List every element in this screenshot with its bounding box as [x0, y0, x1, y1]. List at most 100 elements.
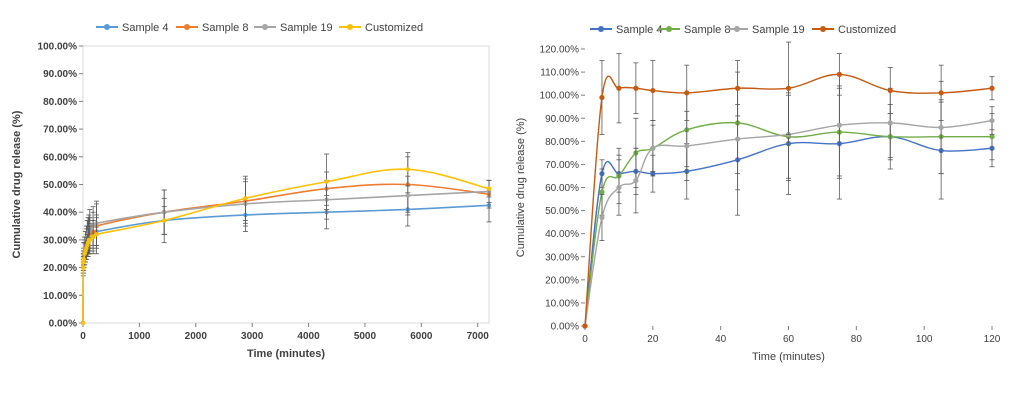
data-point: [486, 186, 492, 191]
data-point: [989, 117, 995, 124]
legend-label: Sample 19: [280, 22, 333, 34]
legend-label: Customized: [838, 24, 896, 36]
y-tick-label: 70.00%: [545, 160, 579, 171]
data-point: [938, 90, 944, 96]
y-tick-label: 10.00%: [43, 291, 77, 302]
legend: Sample 4 Sample 8 Sample 19 Customized: [590, 24, 896, 36]
y-tick-label: 20.00%: [545, 275, 579, 286]
data-point: [162, 218, 167, 223]
series-sample-19: [80, 175, 492, 326]
series-line: [82, 190, 490, 324]
data-point: [633, 177, 639, 184]
x-tick-label: 1000: [128, 331, 151, 342]
data-point: [633, 85, 639, 91]
x-tick-label: 20: [647, 334, 659, 345]
legend-label: Customized: [365, 22, 423, 34]
data-point: [887, 120, 893, 126]
data-point: [989, 134, 995, 140]
data-point: [650, 145, 656, 151]
x-axis-label: Time (minutes): [752, 351, 825, 363]
data-point: [324, 179, 329, 184]
data-point: [989, 85, 995, 91]
y-tick-label: 60.00%: [545, 183, 579, 194]
legend: Sample 4 Sample 8 Sample 19 Customized: [96, 22, 423, 34]
x-tick-label: 5000: [354, 331, 377, 342]
legend-swatch-marker: [598, 26, 604, 32]
y-axis-label: Cumulative drug release (%): [515, 118, 527, 257]
data-point: [90, 234, 96, 240]
data-point: [81, 257, 87, 262]
data-point: [599, 214, 605, 221]
data-point: [836, 122, 842, 128]
y-tick-label: 30.00%: [545, 252, 579, 263]
data-point: [650, 87, 656, 94]
data-point: [405, 193, 410, 198]
legend-swatch-marker: [184, 24, 190, 30]
y-tick-label: 40.00%: [43, 208, 77, 219]
legend-label: Sample 19: [752, 24, 805, 36]
legend-swatch-marker: [820, 26, 826, 32]
x-tick-label: 0: [80, 331, 86, 342]
legend-swatch-marker: [104, 24, 110, 30]
series-customized: [80, 152, 492, 326]
x-tick-label: 80: [851, 334, 863, 345]
data-point: [582, 323, 588, 329]
series-sample-8: [80, 156, 492, 326]
data-point: [599, 94, 605, 101]
x-tick-label: 3000: [241, 331, 264, 342]
legend-label: Sample 4: [122, 22, 168, 34]
y-tick-label: 40.00%: [545, 229, 579, 240]
x-axis-label: Time (minutes): [247, 348, 325, 360]
series-sample-4: [80, 188, 492, 326]
data-point: [684, 143, 690, 149]
legend-swatch-marker: [734, 26, 740, 32]
data-point: [599, 189, 605, 195]
data-point: [81, 265, 86, 270]
left-chart: 0.00% 10.00% 20.00% 30.00% 40.00% 50.00% 60.00…: [11, 22, 492, 360]
y-tick-label: 80.00%: [545, 137, 579, 148]
y-tick-label: 20.00%: [43, 263, 77, 274]
y-tick-label: 90.00%: [545, 114, 579, 125]
x-tick-label: 7000: [467, 331, 490, 342]
series-line: [82, 204, 490, 324]
x-tick-label: 0: [582, 334, 588, 345]
data-point: [836, 71, 842, 77]
data-point: [94, 232, 99, 237]
x-tick-label: 4000: [297, 331, 320, 342]
data-point: [405, 167, 410, 172]
data-point: [616, 85, 622, 91]
data-point: [684, 90, 690, 96]
legend-swatch-marker: [262, 24, 268, 30]
y-tick-label: 0.00%: [551, 322, 579, 333]
series-line: [82, 183, 490, 324]
data-point: [616, 184, 622, 191]
y-tick-label: 70.00%: [43, 125, 77, 136]
data-point: [735, 85, 741, 91]
x-tick-label: 60: [783, 334, 795, 345]
y-tick-label: 50.00%: [43, 180, 77, 191]
data-point: [87, 237, 92, 243]
y-tick-label: 50.00%: [545, 206, 579, 217]
y-tick-label: 0.00%: [49, 319, 77, 330]
y-tick-label: 120.00%: [540, 45, 580, 56]
y-axis-label: Cumulative drug release (%): [11, 110, 23, 258]
legend-swatch-marker: [347, 24, 353, 30]
legend-label: Sample 8: [684, 24, 730, 36]
x-tick-label: 2000: [185, 331, 208, 342]
legend-label: Sample 8: [202, 22, 248, 34]
x-tick-label: 6000: [410, 331, 433, 342]
y-tick-label: 110.00%: [540, 68, 579, 79]
legend-swatch-marker: [666, 26, 672, 32]
y-tick-label: 80.00%: [43, 97, 77, 108]
plot-area: [82, 45, 490, 324]
y-tick-label: 60.00%: [43, 152, 77, 163]
legend-label: Sample 4: [616, 24, 662, 36]
y-tick-label: 90.00%: [43, 69, 77, 80]
x-tick-label: 120: [984, 334, 1001, 345]
series-customized: [582, 41, 995, 329]
y-tick-label: 10.00%: [545, 298, 579, 309]
data-point: [785, 85, 792, 91]
x-tick-label: 100: [916, 334, 933, 345]
y-tick-label: 30.00%: [43, 235, 77, 246]
series-line: [82, 168, 490, 324]
